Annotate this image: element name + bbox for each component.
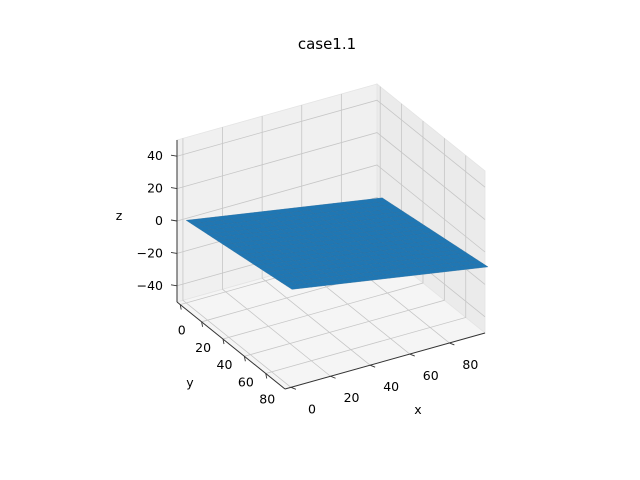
x-tick — [265, 373, 268, 379]
y-tick-label: 40 — [383, 379, 399, 394]
surface-plane — [185, 197, 489, 290]
z-tick — [170, 219, 178, 222]
gridlines — [176, 86, 486, 388]
y-tick — [449, 342, 455, 346]
z-gridline — [176, 164, 486, 253]
y-tick — [330, 375, 336, 379]
y-axis-label: y — [186, 375, 194, 390]
surface-facet — [286, 284, 303, 290]
x-axis-line — [176, 301, 286, 390]
y-gridline — [261, 116, 371, 366]
tick-labels: 0 20 40 60 80 0 20 40 60 80 −40 −20 0 20 40 — [137, 148, 479, 416]
y-tick — [369, 364, 376, 368]
x-tick-label: 0 — [178, 323, 186, 338]
y-axis-line — [284, 332, 486, 390]
x-gridline — [244, 138, 445, 357]
x-tick — [243, 356, 246, 362]
y-tick-label: 80 — [462, 357, 478, 372]
y-tick — [290, 386, 297, 390]
tick-marks — [170, 154, 455, 390]
x-tick-label: 20 — [195, 340, 211, 355]
y-tick-label: 60 — [423, 368, 439, 383]
x-gridline — [222, 121, 424, 340]
z-tick-label: −40 — [137, 278, 163, 293]
z-tick — [170, 251, 178, 254]
z-tick — [170, 284, 178, 287]
y-gridline — [222, 127, 331, 377]
z-tick-label: −20 — [137, 245, 163, 260]
z-tick — [170, 187, 178, 190]
x-axis-label: x — [414, 402, 421, 417]
x-tick — [179, 304, 182, 310]
z-tick-label: 0 — [155, 213, 163, 228]
z-tick-label: 20 — [147, 181, 163, 196]
x-gridline — [265, 155, 467, 374]
z-gridline — [176, 99, 486, 188]
y-tick-label: 0 — [308, 401, 316, 416]
y-gridline — [182, 138, 292, 388]
z-gridline — [176, 132, 486, 220]
z-tick — [170, 154, 178, 157]
chart-title: case1.1 — [298, 35, 356, 53]
x-tick-label: 40 — [217, 357, 233, 372]
x-tick — [201, 321, 204, 327]
x-tick-label: 80 — [259, 391, 275, 406]
y-tick — [409, 353, 415, 357]
y-tick-label: 20 — [344, 390, 360, 405]
z-tick-label: 40 — [147, 148, 163, 163]
x-tick — [222, 338, 225, 345]
x-tick-label: 60 — [238, 374, 254, 389]
z-axis-label: z — [116, 208, 123, 223]
